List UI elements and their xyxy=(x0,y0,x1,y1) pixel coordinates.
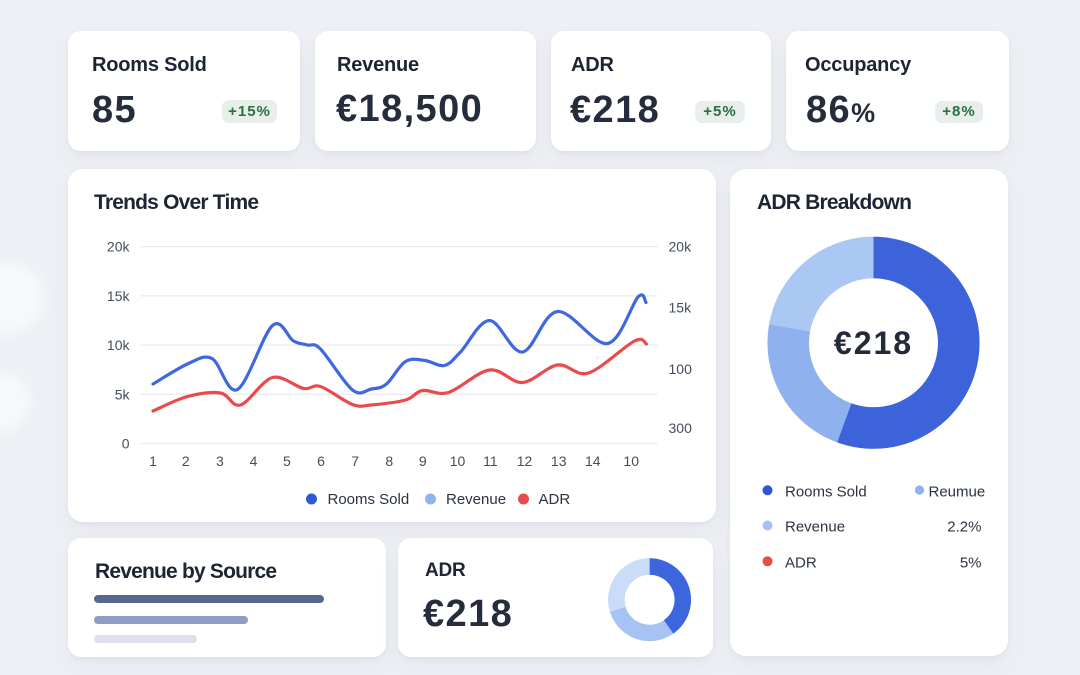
svg-text:300: 300 xyxy=(669,420,693,436)
svg-text:9: 9 xyxy=(419,453,427,469)
svg-text:7: 7 xyxy=(351,453,359,469)
svg-text:Revenue: Revenue xyxy=(446,491,506,508)
svg-text:10: 10 xyxy=(450,453,466,469)
svg-text:ADR: ADR xyxy=(785,554,817,571)
svg-text:13: 13 xyxy=(551,453,567,469)
svg-text:ADR: ADR xyxy=(539,491,571,508)
svg-text:8: 8 xyxy=(385,453,393,469)
svg-text:11: 11 xyxy=(483,453,498,469)
svg-text:Revenue: Revenue xyxy=(785,519,845,536)
svg-text:2: 2 xyxy=(182,453,190,469)
svg-text:Rooms Sold: Rooms Sold xyxy=(785,483,867,500)
svg-text:5%: 5% xyxy=(960,554,982,571)
svg-text:3: 3 xyxy=(216,453,224,469)
svg-text:20k: 20k xyxy=(107,239,131,255)
svg-text:Reumue: Reumue xyxy=(929,483,986,500)
svg-text:2.2%: 2.2% xyxy=(947,519,981,536)
svg-text:12: 12 xyxy=(517,453,533,469)
svg-text:1: 1 xyxy=(149,453,157,469)
svg-text:10: 10 xyxy=(623,453,639,469)
svg-text:20k: 20k xyxy=(669,239,693,255)
svg-text:4: 4 xyxy=(250,453,258,469)
svg-text:Rooms Sold: Rooms Sold xyxy=(328,491,410,508)
svg-text:€218: €218 xyxy=(834,325,913,361)
svg-text:15k: 15k xyxy=(669,299,693,315)
svg-text:15k: 15k xyxy=(107,288,131,304)
svg-text:100: 100 xyxy=(669,361,693,377)
svg-text:5: 5 xyxy=(283,453,291,469)
svg-text:0: 0 xyxy=(122,436,130,452)
svg-text:10k: 10k xyxy=(107,337,131,353)
svg-text:14: 14 xyxy=(585,453,601,469)
svg-text:5k: 5k xyxy=(115,386,131,402)
svg-text:6: 6 xyxy=(317,453,325,469)
